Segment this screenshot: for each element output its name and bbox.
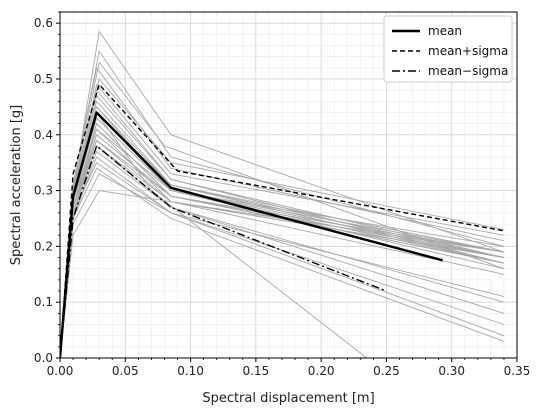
- statistic-lines: [60, 83, 505, 358]
- x-axis-label: Spectral displacement [m]: [202, 391, 374, 406]
- series-line-mean: [60, 111, 443, 358]
- x-tick-label: 0.05: [112, 364, 139, 378]
- legend-label-mean-plus-sigma: mean+sigma: [428, 44, 508, 58]
- y-tick-label: 0.1: [34, 295, 53, 309]
- individual-curve: [60, 190, 504, 358]
- x-tick-label: 0.15: [242, 364, 269, 378]
- plot-frame: [59, 11, 518, 359]
- y-tick-label: 0.5: [34, 72, 53, 86]
- minor-grid: [60, 11, 517, 358]
- legend-label-mean: mean: [428, 24, 462, 38]
- y-tick-label: 0.6: [34, 16, 53, 30]
- x-tick-label: 0.25: [373, 364, 400, 378]
- individual-curve: [60, 173, 505, 358]
- ticks: 0.00 0.05 0.10 0.15 0.20 0.25 0.30 0.35 0.0 0.1 0.…: [34, 11, 531, 378]
- legend: mean mean+sigma mean−sigma: [383, 15, 513, 83]
- series-line-mean-minus-sigma: [60, 145, 387, 358]
- legend-label-mean-minus-sigma: mean−sigma: [428, 64, 508, 78]
- y-tick-label: 0.3: [34, 184, 53, 198]
- x-tick-label: 0.10: [177, 364, 204, 378]
- x-tick-label: 0.20: [308, 364, 335, 378]
- series-line-mean-plus-sigma: [60, 83, 505, 358]
- x-tick-label: 0.30: [438, 364, 465, 378]
- x-tick-label: 0.35: [504, 364, 531, 378]
- x-tick-label: 0.00: [47, 364, 74, 378]
- y-tick-label: 0.2: [34, 239, 53, 253]
- legend-box: [383, 15, 513, 83]
- y-tick-label: 0.0: [34, 351, 53, 365]
- y-axis-label: Spectral acceleration [g]: [9, 105, 24, 265]
- y-tick-label: 0.4: [34, 128, 53, 142]
